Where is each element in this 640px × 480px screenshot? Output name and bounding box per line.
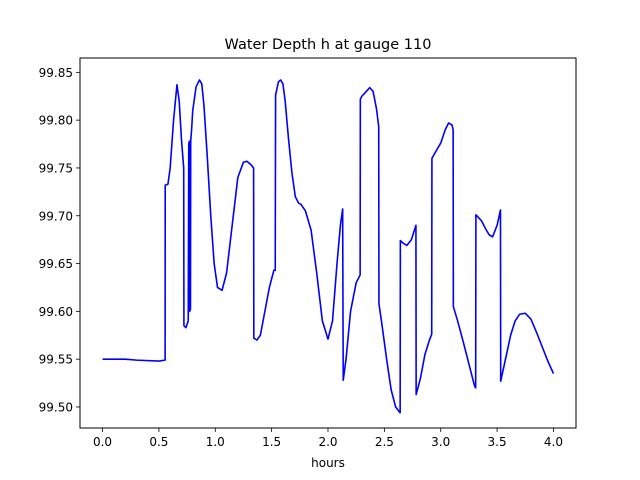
series-layer: [102, 79, 555, 414]
x-tick-label: 1.0: [206, 435, 225, 449]
x-tick-label: 3.0: [431, 435, 450, 449]
y-axis: 99.50 99.55 99.60 99.65 99.70 99.75 99.80 99.85: [39, 66, 80, 414]
x-tick-label: 0.0: [93, 435, 112, 449]
x-tick-label: 3.5: [488, 435, 507, 449]
series-line-0: [102, 79, 555, 414]
y-tick-label: 99.60: [39, 305, 73, 319]
x-tick-label: 1.5: [262, 435, 281, 449]
plot-area: [79, 57, 577, 429]
x-tick-label: 0.5: [149, 435, 168, 449]
y-tick-label: 99.55: [39, 353, 73, 367]
axes-frame: [79, 57, 577, 429]
y-tick-label: 99.65: [39, 257, 73, 271]
x-tick-label: 2.0: [318, 435, 337, 449]
x-axis: 0.0 0.5 1.0 1.5 2.0 2.5 3.0 3.5 4.0: [93, 428, 563, 449]
y-tick-label: 99.75: [39, 161, 73, 175]
y-tick-label: 99.50: [39, 400, 73, 414]
chart-title: Water Depth h at gauge 110: [225, 37, 432, 53]
x-axis-label: hours: [311, 456, 345, 470]
x-tick-label: 2.5: [375, 435, 394, 449]
y-tick-label: 99.70: [39, 209, 73, 223]
y-tick-label: 99.85: [39, 66, 73, 80]
y-tick-label: 99.80: [39, 114, 73, 128]
x-tick-label: 4.0: [544, 435, 563, 449]
